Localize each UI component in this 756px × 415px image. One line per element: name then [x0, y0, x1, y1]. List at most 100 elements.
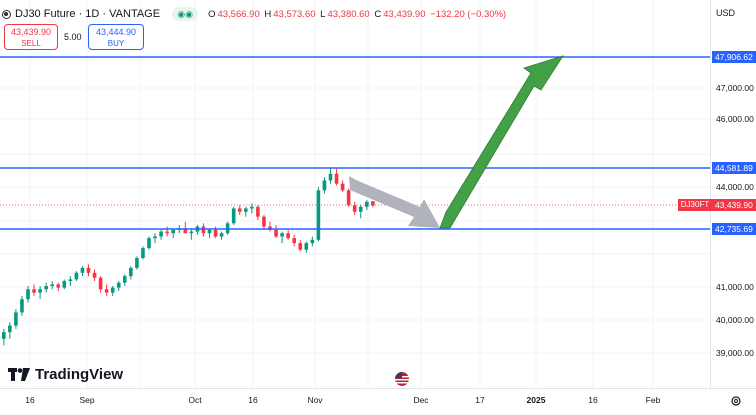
candle-body: [316, 190, 321, 240]
candle-body: [334, 173, 339, 184]
buy-button[interactable]: 43,444.90 BUY: [88, 24, 144, 50]
sell-label: SELL: [21, 39, 41, 48]
sell-button[interactable]: 43,439.90 SELL: [4, 24, 58, 50]
eye-toggle-icon[interactable]: ◉◉: [172, 7, 199, 21]
candle-body: [171, 229, 175, 234]
candle-body: [50, 284, 54, 286]
candle-body: [2, 332, 6, 339]
time-tick: 16: [248, 395, 258, 405]
us-flag-icon[interactable]: [395, 372, 409, 386]
tradingview-logo-icon: [8, 368, 30, 381]
candle-body: [346, 190, 351, 206]
candle-body: [201, 226, 206, 234]
price-tick: 39,000.00: [716, 348, 754, 358]
candle-body: [250, 206, 254, 209]
candle-body: [292, 238, 296, 244]
tradingview-logo: TradingView: [8, 366, 123, 383]
price-tick: 46,000.00: [716, 114, 754, 124]
buy-label: BUY: [107, 39, 125, 48]
candle-body: [56, 284, 61, 288]
candle-body: [304, 243, 309, 250]
candle-body: [358, 206, 363, 212]
candle-body: [98, 277, 103, 290]
price-axis[interactable]: [710, 0, 756, 388]
candle-body: [237, 208, 242, 212]
candle-body: [274, 229, 278, 237]
candle-body: [8, 325, 12, 333]
candle-body: [165, 231, 169, 234]
candle-body: [32, 289, 36, 293]
candle-body: [86, 267, 91, 273]
candle-body: [26, 289, 30, 300]
spread-value: 5.00: [64, 32, 82, 42]
candle-body: [147, 238, 151, 249]
sell-price: 43,439.90: [10, 27, 52, 37]
level-tag: 42,735.69: [712, 223, 756, 235]
level-tag: 47,906.62: [712, 51, 756, 63]
price-tick: 41,000.00: [716, 282, 754, 292]
candle-body: [92, 272, 97, 278]
time-tick: Nov: [307, 395, 323, 405]
candlestick-chart[interactable]: [0, 0, 710, 388]
candle-body: [74, 272, 79, 280]
candle-body: [123, 276, 127, 283]
candle-body: [262, 216, 266, 227]
candle-body: [256, 206, 260, 217]
candle-body: [135, 257, 139, 268]
price-tick: 44,000.00: [716, 182, 754, 192]
ohlc-values: O 43,566.90 H 43,573.60 L 43,380.60 C 43,439…: [208, 8, 507, 20]
candle-body: [129, 267, 133, 277]
symbol-header: DJ30 Future · 1D · VANTAGE ◉◉ O 43,566.90…: [2, 4, 508, 24]
candle-body: [38, 289, 42, 293]
price-tick: 40,000.00: [716, 315, 754, 325]
last-price-tag: 43,439.90: [712, 199, 756, 211]
candle-body: [207, 229, 212, 234]
down-arrow: [349, 176, 440, 228]
time-axis[interactable]: [0, 388, 756, 415]
candle-body: [116, 282, 121, 288]
candle-body: [159, 231, 163, 237]
time-tick: Dec: [413, 395, 429, 405]
candle-body: [110, 287, 115, 293]
time-tick: 2025: [526, 395, 546, 405]
candle-body: [322, 180, 327, 191]
gear-icon[interactable]: [730, 394, 742, 412]
candle-body: [68, 279, 73, 282]
candle-body: [141, 248, 145, 258]
time-tick: Feb: [645, 395, 661, 405]
candle-body: [104, 289, 109, 293]
symbol-title[interactable]: DJ30 Future · 1D · VANTAGE: [15, 8, 161, 20]
candle-body: [153, 236, 157, 239]
candle-body: [20, 299, 24, 313]
market-status-icon: [2, 9, 11, 19]
level-tag: 44,581.89: [712, 162, 756, 174]
candle-body: [80, 267, 85, 273]
candle-body: [340, 183, 345, 191]
time-tick: Sep: [79, 395, 95, 405]
candle-body: [298, 243, 303, 250]
candle-body: [219, 233, 224, 237]
candle-body: [213, 229, 218, 237]
symbol-price-tag: DJ30FT: [678, 199, 712, 211]
time-tick: 16: [588, 395, 598, 405]
currency-selector[interactable]: USD: [716, 8, 736, 18]
chart-area[interactable]: [0, 0, 710, 388]
candle-body: [352, 205, 357, 212]
candle-body: [328, 173, 333, 181]
candle-body: [371, 201, 375, 206]
candle-body: [189, 231, 194, 234]
candle-body: [14, 312, 18, 326]
up-arrow: [439, 55, 564, 229]
candle-body: [280, 233, 284, 237]
time-tick: 16: [25, 395, 35, 405]
candle-body: [231, 208, 236, 224]
buy-price: 43,444.90: [95, 27, 137, 37]
candle-body: [62, 281, 67, 288]
price-tick: 47,000.00: [716, 83, 754, 93]
candle-body: [244, 208, 248, 212]
candle-body: [44, 286, 48, 290]
candle-body: [310, 239, 315, 244]
time-tick: 17: [475, 395, 485, 405]
candle-body: [183, 228, 188, 234]
time-tick: Oct: [188, 395, 202, 405]
